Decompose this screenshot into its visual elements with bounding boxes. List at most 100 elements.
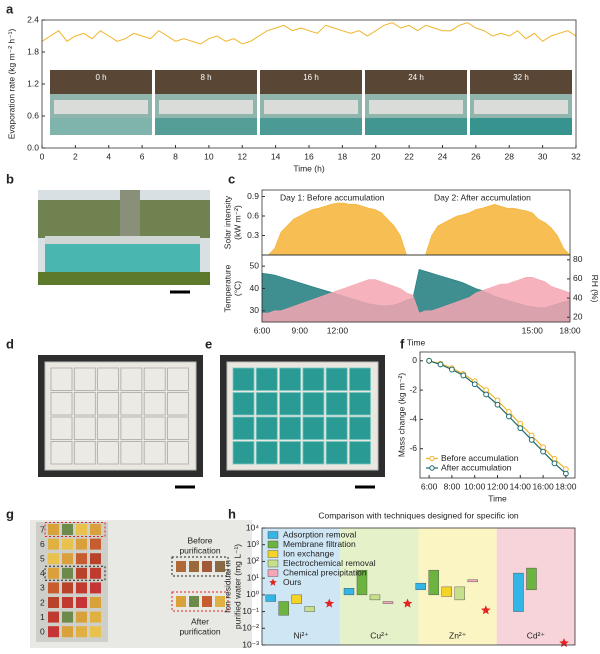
row-number: 6 [40,539,45,549]
strip-pad [62,582,73,594]
legend-label: Membrane filtration [283,539,356,549]
tray-cell [279,416,302,440]
range-bar [526,567,537,591]
legend-marker [429,455,435,462]
after-label: purification [179,626,220,636]
legend-swatch [267,569,279,577]
y-tick-label: 10⁻³ [242,639,259,649]
tray-cell [325,367,348,391]
x-axis-label: Time [488,493,507,503]
category-label: Zn²⁺ [449,630,467,640]
range-bar [304,606,315,612]
tray-cell [167,441,189,465]
range-bar [428,569,439,596]
annotation: Day 1: Before accumulation [280,192,385,202]
x-tick-label: 8:00 [444,481,461,491]
after-label: After [191,616,209,626]
y-tick-label: -2 [409,384,417,394]
test-strips: 7 6 5 4 3 2 1 0 [40,522,225,638]
x-tick-label: 4 [106,151,111,161]
y-tick-label: 30 [250,305,260,315]
x-tick-label: 24 [438,151,448,161]
point [471,381,478,388]
y-axis-label: Mass change (kg m⁻²) [396,373,406,457]
strip-pad [76,626,87,638]
strip-pad [62,524,73,535]
tray-grid-d [50,367,189,465]
photo-b [38,190,210,294]
line [41,22,577,45]
chart-area: 0.3 0.6 0.9 Solar intensity (kW m⁻²) Day 1: B… [222,189,571,256]
tray-cell [232,392,255,416]
row-number: 3 [40,583,45,593]
chart-line: 0 -2 -4 -6 6:00 8:00 10:00 12:00 14:00 16:00 18:00… [396,351,577,503]
y-tick-label: 10³ [247,539,259,549]
x-tick-label: 28 [505,151,515,161]
legend-swatch [267,540,279,549]
legend-label: Ion exchange [283,548,334,558]
point [551,460,558,467]
swatch [189,561,199,572]
inset-time: 24 h [408,73,424,82]
panel-label: e [205,336,212,351]
grass [38,272,210,285]
tray-cell [73,416,96,440]
y-tick-label: 10⁰ [246,589,259,599]
area [261,277,571,323]
tray-cell [73,367,96,391]
legend-star [269,578,277,586]
chart-range: Ni²⁺ Cu²⁺ Zn²⁺ Cd²⁺ 10⁻³ 10⁻² 10⁻¹ 10⁰ 10¹ 10² 10³… [222,510,576,649]
y-tick-label: 1.8 [27,46,39,56]
tray-cell [279,367,302,391]
y-tick-label: 0 [412,355,417,365]
strip-pad [48,567,59,579]
strip-pad [76,611,87,623]
tray-cell [302,416,325,440]
point [449,366,455,373]
x-tick-label: 15:00 [522,325,544,335]
y-tick-label: 0.6 [247,210,259,220]
range-bar [369,594,381,601]
y-axis-label: Ion residual in [222,560,232,613]
y-tick-label: 0.0 [27,142,39,152]
point [494,401,501,408]
range-bar [467,579,478,583]
photo-insets: 0 h 8 h 16 h 24 h 32 h [50,70,572,135]
x-tick-label: 9:00 [291,325,308,335]
tray-cell [279,392,302,416]
row-number: 7 [40,524,45,534]
swatch [215,561,225,572]
legend-swatch [267,531,279,539]
swatch [189,596,199,607]
legend-label: Ours [283,577,301,587]
legend-label: Adsorption removal [283,529,356,539]
x-tick-label: 12 [238,151,248,161]
star-marker [481,605,491,615]
swatch [176,561,186,572]
panel-label: h [228,506,236,521]
x-tick-label: 30 [538,151,548,161]
tray-cell [97,367,119,391]
x-tick-label: 32 [571,151,581,161]
inset-sign [264,100,358,114]
inset-water [260,118,362,135]
x-axis-label: Time (h) [293,163,324,173]
inset-sign [369,100,463,114]
inset-water [470,118,572,135]
chart-title: Comparison with techniques designed for … [318,510,519,520]
x-tick-label: 10 [204,151,214,161]
row-number: 5 [40,553,45,563]
y2-axis-label: RH (%) [590,275,600,303]
inset-water [50,118,152,135]
strip-pad [48,611,59,623]
inset-sign [54,100,148,114]
highlight-box [44,565,106,581]
x-tick-label: 14 [271,151,281,161]
strip-pad [76,597,87,608]
x-tick-label: 8 [173,151,178,161]
y-tick-label: 0.9 [247,191,259,201]
x-tick-label: 16:00 [532,481,554,491]
legend-marker [429,465,435,471]
inset-sign [474,100,568,114]
